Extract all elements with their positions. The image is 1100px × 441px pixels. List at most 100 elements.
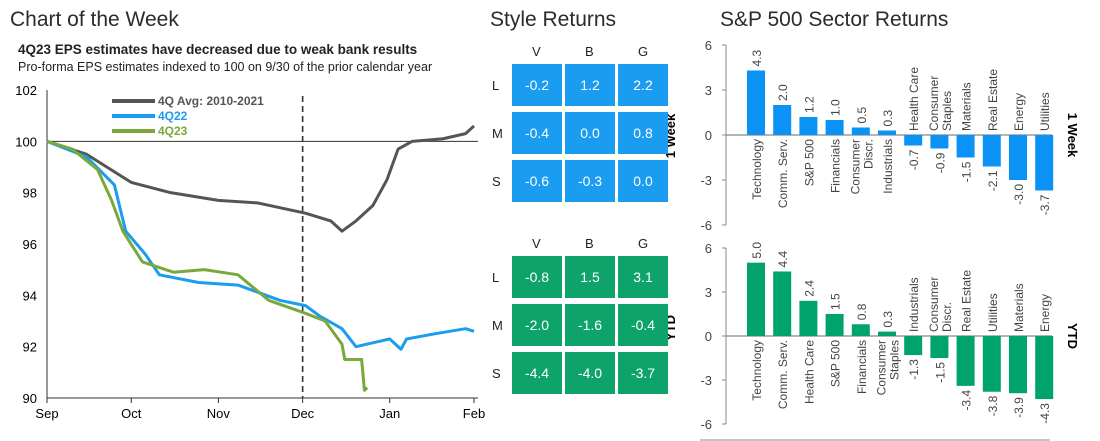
bar-value-label: 1.2 (802, 96, 816, 113)
bar-category-label: Consumer (927, 277, 941, 332)
bar-value-label: 2.0 (776, 84, 790, 101)
bar-category-label: Real Estate (986, 69, 1000, 131)
heatmap-cell: 0.0 (618, 160, 668, 202)
heatmap-cell: 3.1 (618, 256, 668, 298)
bar-y-tick-label: 3 (705, 83, 712, 98)
bar-value-label: 1.0 (829, 99, 843, 116)
bar-materials (956, 135, 975, 158)
y-tick-label: 90 (23, 391, 37, 406)
y-tick-label: 96 (23, 237, 37, 252)
heatmap-cell: -0.2 (512, 64, 562, 106)
y-tick-label: 98 (23, 186, 37, 201)
heatmap-row-label: L (492, 78, 500, 93)
bar-s-p-500 (799, 117, 818, 135)
bar-value-label: -3.4 (960, 390, 974, 411)
bar-category-label: Health Care (907, 67, 921, 131)
bar-comm-serv- (773, 271, 792, 336)
bar-category-label: Energy (1038, 294, 1052, 332)
heatmap-cell: -0.4 (618, 304, 668, 346)
bar-y-tick-label: -6 (700, 417, 712, 432)
legend-label: 4Q23 (158, 124, 188, 138)
bar-value-label: 4.3 (750, 49, 764, 66)
bar-value-label: -3.0 (1012, 184, 1026, 205)
heatmap-cell: -0.6 (512, 160, 562, 202)
heatmap-row-label: M (492, 318, 503, 333)
bar-category-label: Discr. (861, 139, 875, 169)
bar-category-label: Industrials (907, 277, 921, 332)
heatmap-cell: -0.8 (512, 256, 562, 298)
bar-category-label: S&P 500 (802, 139, 816, 186)
bar-value-label: -2.1 (986, 170, 1000, 191)
heatmap-row-label: S (492, 366, 501, 381)
bar-consumer-discr- (851, 127, 870, 135)
bar-consumer-staples (878, 331, 896, 336)
heatmap-cell: 1.5 (565, 256, 615, 298)
bar-value-label: -1.5 (933, 362, 947, 383)
bar-category-label: Utilities (1038, 92, 1052, 131)
bar-category-label: Technology (750, 340, 764, 401)
y-tick-label: 94 (23, 288, 37, 303)
bar-category-label: Staples (888, 340, 902, 380)
bar-category-label: Staples (940, 91, 954, 131)
heatmap-cell: -0.4 (512, 112, 562, 154)
heatmap-column-label: G (638, 44, 649, 59)
bar-chart-label: 1 Week (1065, 113, 1080, 158)
bar-value-label: -3.8 (986, 395, 1000, 416)
heatmap-row-label: L (492, 270, 500, 285)
bar-category-label: Consumer (848, 139, 862, 194)
bar-y-tick-label: -3 (700, 173, 712, 188)
bar-value-label: 0.8 (855, 303, 869, 320)
y-tick-label: 92 (23, 340, 37, 355)
bar-value-label: -4.3 (1038, 403, 1052, 424)
bar-financials (825, 120, 844, 135)
bar-real-estate (982, 135, 1001, 167)
bar-value-label: 4.4 (776, 250, 790, 267)
bar-value-label: 2.4 (802, 280, 816, 297)
bar-category-label: Consumer (927, 76, 941, 131)
heatmap-cell: 0.0 (565, 112, 615, 154)
bar-value-label: 0.3 (881, 109, 895, 126)
bar-technology (747, 70, 765, 135)
bar-value-label: 5.0 (750, 242, 764, 259)
bar-category-label: Technology (750, 139, 764, 200)
bar-category-label: Materials (960, 82, 974, 131)
bar-comm-serv- (773, 105, 792, 135)
heatmap-column-label: V (532, 236, 541, 251)
bar-s-p-500 (825, 314, 844, 336)
series-line-4q22 (46, 139, 475, 351)
y-tick-label: 102 (15, 83, 37, 98)
x-tick-label: Feb (463, 406, 485, 421)
bar-utilities (982, 336, 1001, 392)
bar-value-label: -0.9 (933, 152, 947, 173)
heatmap-cell: -1.6 (565, 304, 615, 346)
heatmap-column-label: V (532, 44, 541, 59)
heatmap-cell: -2.0 (512, 304, 562, 346)
bar-utilities (1035, 135, 1054, 191)
heatmap-cell: -4.4 (512, 352, 562, 394)
bar-value-label: -3.9 (1012, 397, 1026, 418)
heatmap-row-label: S (492, 174, 501, 189)
bar-energy (1035, 336, 1054, 400)
heatmap-column-label: B (585, 236, 594, 251)
bar-y-tick-label: 0 (705, 128, 712, 143)
bar-value-label: -3.7 (1038, 194, 1052, 215)
series-line-4q-avg-2010-2021 (46, 124, 476, 233)
bar-value-label: -1.3 (907, 359, 921, 380)
bar-category-label: Materials (1012, 283, 1026, 332)
heatmap-cell: -0.3 (565, 160, 615, 202)
bar-y-tick-label: 3 (705, 285, 712, 300)
bar-category-label: Comm. Serv. (776, 340, 790, 409)
bar-category-label: Energy (1012, 93, 1026, 131)
bar-financials (851, 324, 870, 336)
bar-category-label: Consumer (875, 340, 889, 395)
bar-value-label: -1.5 (960, 161, 974, 182)
heatmap-cell: 0.8 (618, 112, 668, 154)
bar-consumer-staples (930, 135, 949, 149)
heatmap-column-label: B (585, 44, 594, 59)
bar-category-label: Health Care (802, 340, 816, 404)
heatmap-cell: -4.0 (565, 352, 615, 394)
bar-value-label: 0.3 (881, 311, 895, 328)
bar-value-label: 0.5 (855, 106, 869, 123)
bar-category-label: Discr. (940, 302, 954, 332)
